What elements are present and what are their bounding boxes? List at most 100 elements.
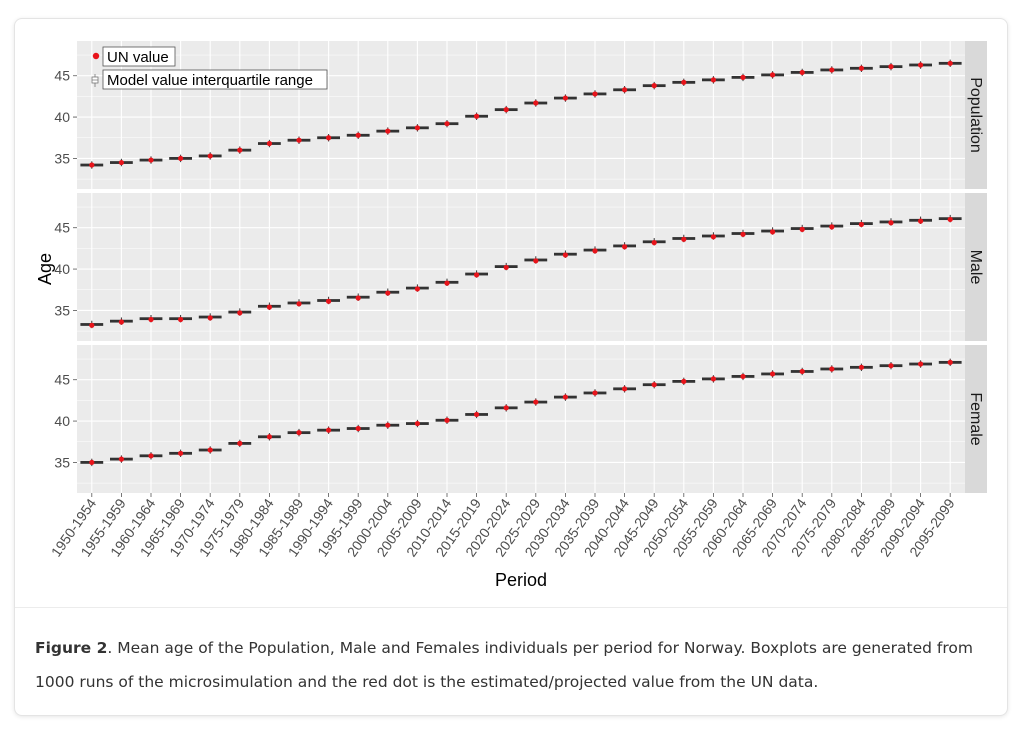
boxplot-1970-1974 [198,446,222,454]
un-value-dot [237,440,243,446]
boxplot-1985-1989 [287,299,311,307]
boxplot-2020-2024 [494,105,518,114]
un-value-dot [237,147,243,153]
facet-label-population: Population [967,77,984,153]
un-value-dot [533,258,539,264]
boxplot-2060-2064 [731,372,755,381]
un-value-dot [710,234,717,240]
figure-image: 35 40 45 Population 35 40 45 Male 35 40 45 Female 1… [15,19,1007,607]
boxplot-2015-2019 [465,270,489,278]
y-tick-label: 40 [54,261,70,277]
facet-male: 35 40 45 Male [54,193,987,341]
y-tick-label: 40 [54,413,70,429]
boxplot-2075-2079 [820,222,844,230]
boxplot-2055-2059 [702,76,725,84]
un-value-dot [237,310,243,316]
legend: UN value Model value interquartile range [91,46,328,90]
un-value-dot [89,322,95,328]
facet-female: 35 40 45 Female [54,345,987,493]
boxplot-1970-1974 [198,313,222,321]
un-value-dot [503,264,509,271]
boxplot-2055-2059 [702,232,725,240]
un-value-dot [148,316,154,323]
un-value-dot [178,316,184,323]
un-value-dot [444,417,450,423]
caption-label: Figure 2 [35,639,108,657]
un-value-dot [207,315,213,321]
boxplot-2045-2049 [642,81,666,90]
un-value-dot [326,135,332,141]
boxplot-2065-2069 [761,71,784,79]
facet-label-male: Male [967,250,984,285]
boxplot-1965-1969 [169,449,193,458]
boxplot-1950-1954 [80,458,104,467]
boxplot-2060-2064 [731,229,755,238]
un-value-dot [89,162,95,168]
boxplot-2025-2029 [524,256,548,264]
boxplot-1955-1959 [110,158,133,167]
boxplot-2050-2054 [672,377,696,386]
legend-entry-iqr: Model value interquartile range [107,72,313,89]
un-value-dot [888,363,894,369]
boxplot-2000-2004 [376,288,400,296]
boxplot-2085-2089 [879,218,903,226]
boxplot-1970-1974 [198,152,222,160]
un-value-dot [651,240,657,246]
boxplot-1985-1989 [287,428,311,437]
un-value-dot [947,60,953,66]
un-value-dot [207,447,213,453]
y-tick-label: 45 [54,220,70,236]
un-value-dot [888,64,894,70]
boxplot-2065-2069 [761,370,784,378]
un-value-dot [622,87,628,93]
boxplot-2015-2019 [465,112,489,120]
un-value-dot [385,290,391,296]
figure-card: 35 40 45 Population 35 40 45 Male 35 40 45 Female 1… [14,18,1008,716]
un-value-dot [681,236,687,242]
un-value-dot [740,74,746,80]
boxplot-2070-2074 [790,68,814,77]
boxplot-2080-2084 [850,363,873,372]
un-value-dot [385,128,391,134]
caption-text: . Mean age of the Population, Male and F… [35,639,973,691]
y-axis-label: Age [35,253,55,285]
boxplot-2055-2059 [702,375,725,383]
un-value-dot [118,319,124,325]
boxplot-1960-1964 [139,314,163,323]
un-value-dot [829,224,835,230]
un-value-dot [710,376,717,382]
boxplot-1985-1989 [287,136,311,144]
un-value-dot [770,72,776,78]
un-value-dot [355,132,361,138]
boxplot-2085-2089 [879,62,903,71]
un-value-dot [326,298,332,304]
facet-label-female: Female [967,392,984,445]
boxplot-2005-2009 [405,284,429,292]
un-value-dot [799,368,805,375]
boxplot-1990-1994 [317,134,341,142]
boxplot-2030-2034 [554,393,577,401]
un-value-dot [770,371,776,377]
figure-caption: Figure 2. Mean age of the Population, Ma… [35,631,985,699]
boxplot-1995-1999 [346,424,370,433]
un-value-dot [947,216,953,223]
un-value-dot [414,125,420,131]
boxplot-2085-2089 [879,361,903,370]
boxplot-2040-2044 [613,86,636,94]
boxplot-2070-2074 [790,367,814,376]
un-value-dot [444,280,450,286]
un-value-dot [622,244,628,250]
boxplot-2090-2094 [909,360,932,368]
boxplot-1975-1979 [228,308,252,316]
y-tick-label: 45 [54,372,70,388]
boxplot-1950-1954 [80,161,104,169]
un-value-dot [710,77,717,83]
un-value-dot [533,100,539,106]
boxplot-2010-2014 [435,416,459,424]
facet-strip [965,193,987,341]
un-value-dot [296,430,302,436]
boxplot-1990-1994 [317,296,341,305]
un-value-dot [858,65,865,71]
un-value-dot [622,386,628,392]
boxplot-2020-2024 [494,262,518,271]
